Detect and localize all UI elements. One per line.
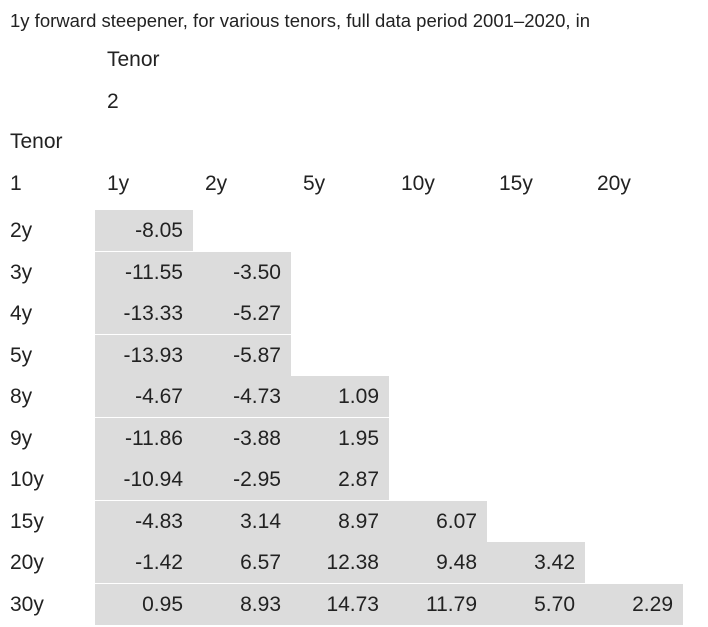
table-cell: 1.09 xyxy=(291,376,389,417)
table-cell: 2.87 xyxy=(291,459,389,500)
column-header: 1y xyxy=(107,172,130,195)
table-cell: 8.93 xyxy=(193,583,291,625)
column-header: 2y xyxy=(205,172,228,195)
row-header: 3y xyxy=(10,260,33,284)
table-cell: 14.73 xyxy=(291,583,389,625)
table-cell: 6.57 xyxy=(193,542,291,583)
table-cell: -4.67 xyxy=(95,376,193,417)
table-cell: 3.42 xyxy=(487,542,585,583)
row-header-label: Tenor xyxy=(10,130,63,153)
row-header: 20y xyxy=(10,551,44,574)
table-cell: 11.79 xyxy=(389,583,487,625)
table-cell: -4.73 xyxy=(193,376,291,417)
table-cell: 1.95 xyxy=(291,417,389,459)
table-caption: 1y forward steepener, for various tenors… xyxy=(10,10,591,31)
row-header-number: 1 xyxy=(10,172,22,195)
table-cell: -2.95 xyxy=(193,459,291,500)
column-header: 20y xyxy=(597,172,631,195)
row-header: 30y xyxy=(10,592,44,616)
table-cell: -11.55 xyxy=(95,251,193,293)
table-cell: 0.95 xyxy=(95,583,193,625)
table-cell: -13.33 xyxy=(95,293,193,334)
row-header: 4y xyxy=(10,302,33,325)
table-cell: 2.29 xyxy=(585,583,683,625)
table-cell: -5.27 xyxy=(193,293,291,334)
table-cell: -4.83 xyxy=(95,500,193,542)
column-header-label: Tenor xyxy=(107,48,160,71)
table-cell: -11.86 xyxy=(95,417,193,459)
column-header: 15y xyxy=(499,172,533,195)
column-header: 5y xyxy=(303,172,326,195)
table-cell: -8.05 xyxy=(95,210,193,251)
table-cell: -10.94 xyxy=(95,459,193,500)
table-cell: 6.07 xyxy=(389,500,487,542)
table-cell: 9.48 xyxy=(389,542,487,583)
row-header: 5y xyxy=(10,343,33,367)
row-header: 9y xyxy=(10,426,33,450)
table-cell: 8.97 xyxy=(291,500,389,542)
table-cell: -3.88 xyxy=(193,417,291,459)
table-cell: -1.42 xyxy=(95,542,193,583)
row-header: 2y xyxy=(10,219,33,242)
table-cell: -3.50 xyxy=(193,251,291,293)
row-header: 15y xyxy=(10,509,44,533)
table-cell: -13.93 xyxy=(95,334,193,376)
column-header: 10y xyxy=(401,172,435,195)
table-cell: 3.14 xyxy=(193,500,291,542)
row-header: 8y xyxy=(10,385,33,408)
table-cell: 12.38 xyxy=(291,542,389,583)
column-header-number: 2 xyxy=(107,90,119,113)
table-cell: -5.87 xyxy=(193,334,291,376)
table-cell: 5.70 xyxy=(487,583,585,625)
row-header: 10y xyxy=(10,468,44,491)
